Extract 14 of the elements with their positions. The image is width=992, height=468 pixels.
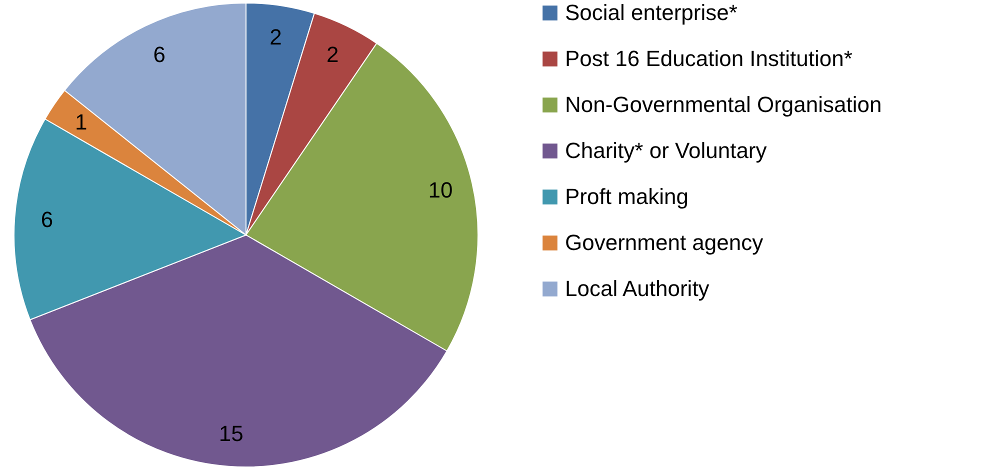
data-label: 6 [153,42,166,68]
data-label: 1 [75,110,88,135]
legend-label: Non-Governmental Organisation [565,92,882,117]
data-label: 10 [428,178,453,203]
legend-label: Post 16 Education Institution* [565,46,853,71]
legend-label: Social enterprise* [565,0,738,25]
data-label: 2 [326,42,339,68]
legend-label: Proft making [565,184,688,209]
data-label: 15 [218,420,244,446]
legend-label: Government agency [565,230,764,255]
data-label: 2 [270,24,282,50]
legend-label: Charity* or Voluntary [565,138,767,163]
data-label: 6 [40,207,54,232]
legend-label: Local Authority [565,276,710,301]
